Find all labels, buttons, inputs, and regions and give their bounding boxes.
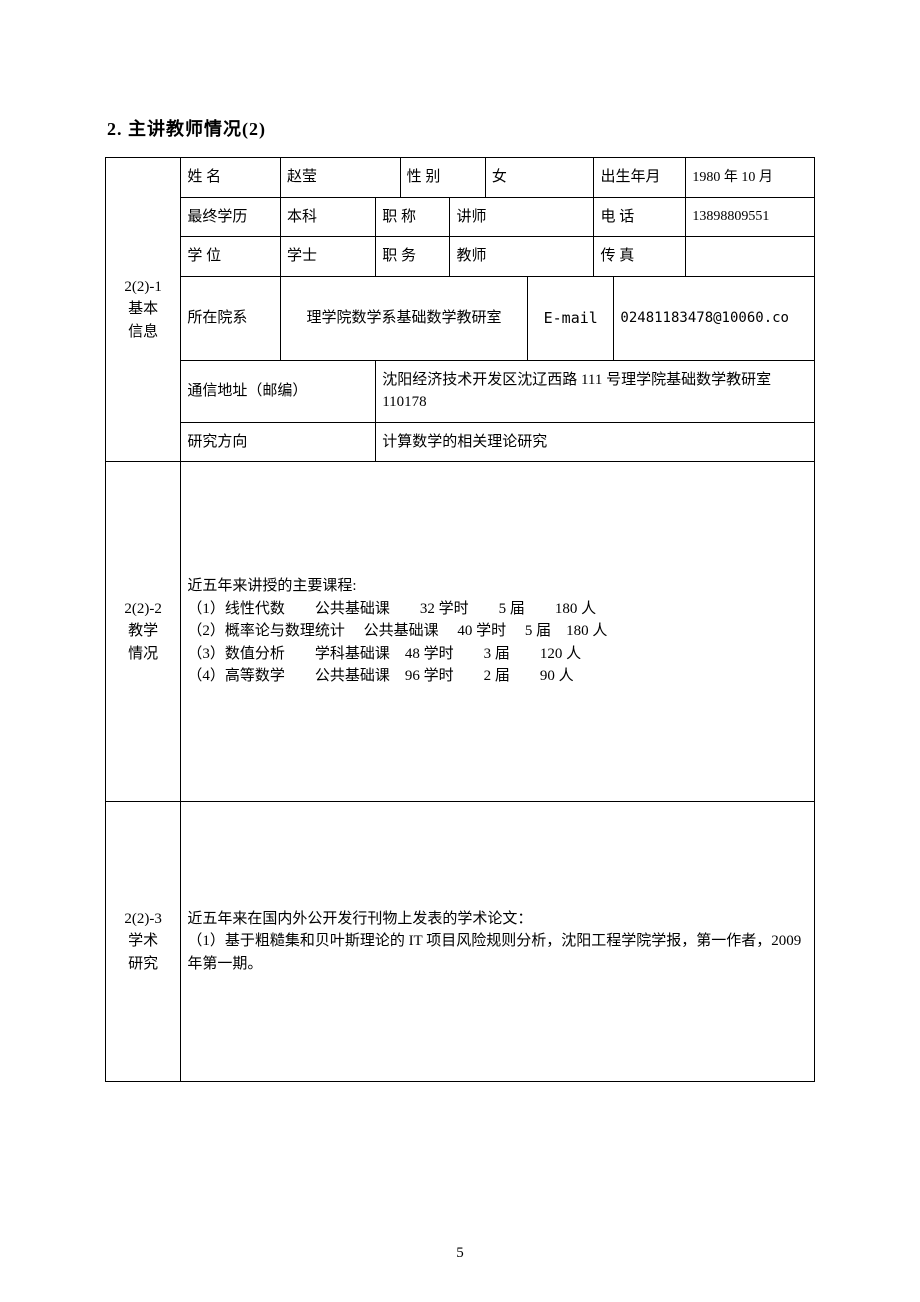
value-gender: 女 [485,158,594,198]
label-gender: 性 别 [400,158,485,198]
value-position: 教师 [450,237,594,277]
value-research: 计算数学的相关理论研究 [376,422,815,462]
label-edu: 最终学历 [181,197,281,237]
label-email: E-mail [528,276,614,360]
side-label-teaching: 2(2)-2 教学 情况 [106,462,181,802]
value-name: 赵莹 [281,158,401,198]
label-position: 职 务 [376,237,450,277]
value-phone: 13898809551 [686,197,815,237]
value-dept: 理学院数学系基础数学教研室 [281,276,528,360]
value-title: 讲师 [450,197,594,237]
value-address: 沈阳经济技术开发区沈辽西路 111 号理学院基础数学教研室 110178 [376,360,815,422]
side-label-basic: 2(2)-1 基本 信息 [106,158,181,462]
label-dept: 所在院系 [181,276,281,360]
value-email: 02481183478@10060.co [614,276,815,360]
page-number: 5 [0,1245,920,1262]
teaching-content: 近五年来讲授的主要课程: （1）线性代数 公共基础课 32 学时 5 届 180… [181,462,815,802]
value-edu: 本科 [281,197,376,237]
label-birth: 出生年月 [594,158,686,198]
value-birth: 1980 年 10 月 [686,158,815,198]
side-label-academic: 2(2)-3 学术 研究 [106,802,181,1082]
label-address: 通信地址（邮编） [181,360,376,422]
teacher-info-table: 2(2)-1 基本 信息 姓 名 赵莹 性 别 女 出生年月 1980 年 10… [105,157,815,1082]
academic-content: 近五年来在国内外公开发行刊物上发表的学术论文： （1）基于粗糙集和贝叶斯理论的 … [181,802,815,1082]
value-fax [686,237,815,277]
label-research: 研究方向 [181,422,376,462]
label-fax: 传 真 [594,237,686,277]
label-degree: 学 位 [181,237,281,277]
label-name: 姓 名 [181,158,281,198]
section-heading: 2. 主讲教师情况(2) [105,115,815,141]
value-degree: 学士 [281,237,376,277]
label-phone: 电 话 [594,197,686,237]
label-title: 职 称 [376,197,450,237]
